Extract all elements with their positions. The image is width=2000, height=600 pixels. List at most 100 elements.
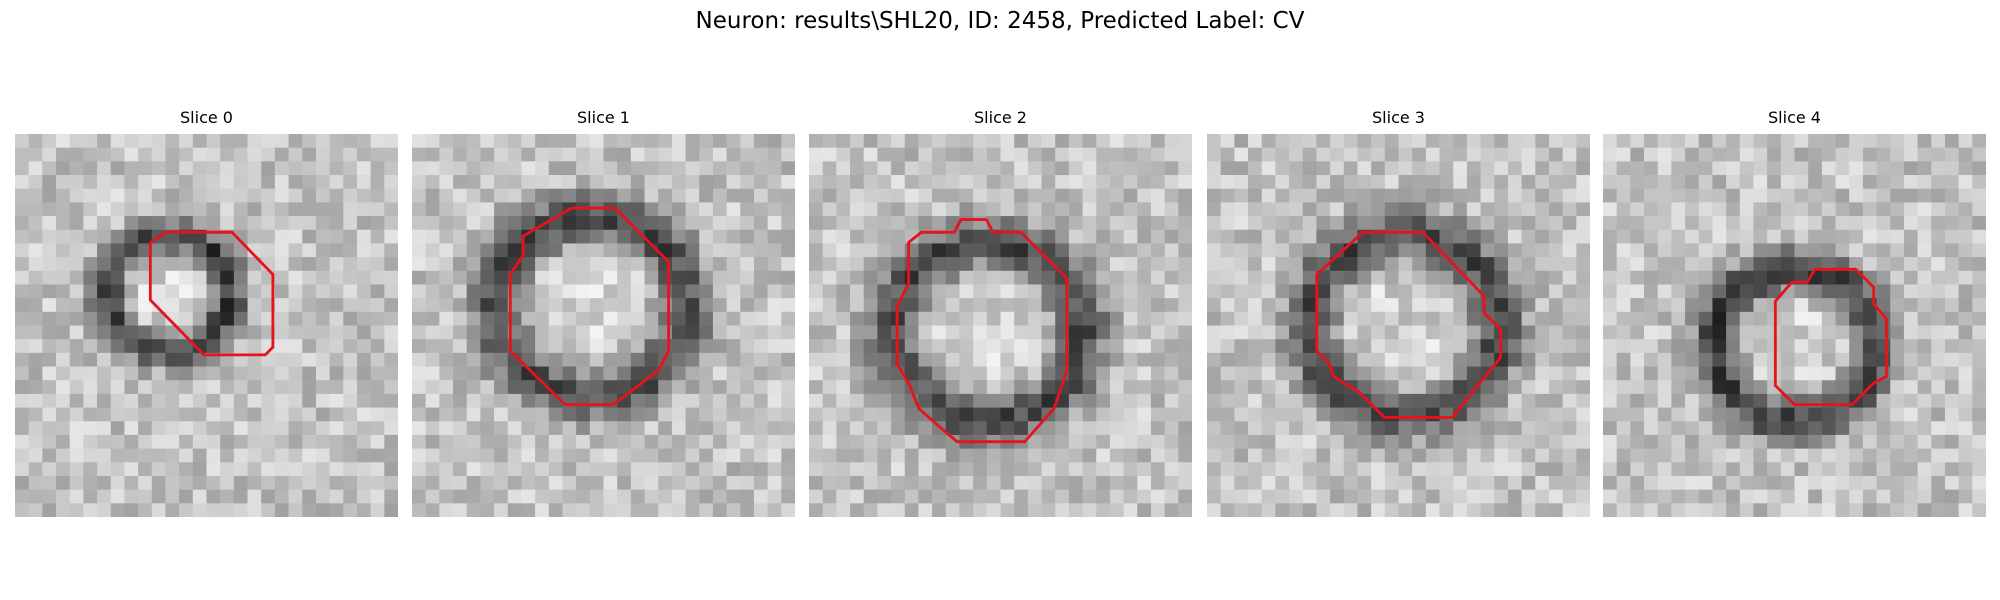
pixel: [781, 339, 795, 354]
pixel: [1000, 147, 1015, 162]
pixel: [1248, 393, 1263, 408]
pixel: [1178, 147, 1192, 162]
pixel: [1603, 147, 1618, 162]
pixel: [1164, 393, 1179, 408]
pixel: [576, 270, 591, 285]
pixel: [1289, 448, 1304, 463]
pixel: [1931, 243, 1946, 258]
pixel: [247, 298, 262, 313]
pixel: [1439, 202, 1454, 217]
pixel: [1082, 257, 1097, 272]
pixel: [809, 393, 824, 408]
pixel: [1109, 229, 1124, 244]
pixel: [535, 475, 550, 491]
pixel: [1123, 311, 1138, 326]
pixel: [179, 366, 194, 381]
pixel: [877, 229, 892, 244]
pixel: [1220, 175, 1235, 190]
pixel: [302, 421, 317, 436]
pixel: [28, 243, 43, 258]
pixel: [1535, 489, 1550, 504]
pixel: [904, 284, 919, 299]
pixel: [1630, 366, 1645, 381]
pixel: [836, 352, 851, 367]
pixel: [1835, 352, 1850, 367]
pixel: [767, 421, 782, 436]
pixel: [726, 270, 741, 285]
pixel: [1849, 161, 1864, 176]
pixel: [589, 434, 604, 449]
pixel: [494, 202, 509, 217]
pixel: [658, 134, 673, 149]
pixel: [192, 243, 207, 258]
pixel: [1412, 243, 1427, 258]
pixel: [1330, 284, 1345, 299]
pixel: [1726, 216, 1741, 231]
pixel: [1041, 475, 1056, 491]
pixel: [165, 311, 180, 326]
pixel: [712, 298, 727, 313]
pixel: [603, 434, 618, 449]
pixel: [1507, 489, 1522, 504]
pixel: [809, 270, 824, 285]
pixel: [1603, 421, 1618, 436]
pixel: [1849, 366, 1864, 381]
pixel: [56, 421, 71, 436]
pixel: [315, 325, 330, 340]
pixel: [261, 407, 276, 422]
pixel: [1014, 175, 1029, 190]
pixel: [781, 243, 795, 258]
pixel: [973, 257, 988, 272]
pixel: [1220, 188, 1235, 203]
pixel: [1289, 147, 1304, 162]
pixel: [562, 407, 577, 422]
pixel: [1384, 298, 1399, 313]
pixel: [1123, 243, 1138, 258]
pixel: [466, 366, 481, 381]
pixel: [1412, 475, 1427, 491]
pixel: [1903, 462, 1918, 477]
pixel: [1562, 243, 1577, 258]
pixel: [1316, 339, 1331, 354]
pixel: [1903, 175, 1918, 190]
pixel: [1164, 147, 1179, 162]
pixel: [165, 366, 180, 381]
pixel: [356, 407, 372, 422]
pixel: [1123, 202, 1138, 217]
pixel: [1931, 325, 1946, 340]
pixel: [576, 175, 591, 190]
pixel: [1780, 393, 1795, 408]
pixel: [1657, 325, 1672, 340]
pixel: [603, 161, 618, 176]
pixel: [767, 161, 782, 176]
pixel: [1903, 475, 1918, 491]
pixel: [69, 407, 84, 422]
pixel: [1685, 434, 1700, 449]
pixel: [480, 407, 495, 422]
pixel: [712, 380, 727, 395]
pixel: [945, 243, 960, 258]
pixel: [850, 284, 865, 299]
pixel: [589, 380, 604, 395]
pixel: [110, 216, 125, 231]
pixel: [1123, 229, 1138, 244]
pixel: [1862, 339, 1877, 354]
pixel: [1890, 475, 1905, 491]
pixel: [1068, 434, 1083, 449]
pixel: [356, 134, 372, 149]
figure-title: Neuron: results\SHL20, ID: 2458, Predict…: [695, 8, 1305, 34]
pixel: [233, 462, 248, 477]
pixel: [302, 339, 317, 354]
pixel: [658, 339, 673, 354]
pixel: [1903, 489, 1918, 504]
pixel: [1808, 229, 1823, 244]
pixel: [1890, 339, 1905, 354]
pixel: [1082, 380, 1097, 395]
pixel: [1739, 216, 1754, 231]
pixel: [1123, 421, 1138, 436]
pixel: [315, 257, 330, 272]
pixel: [288, 202, 303, 217]
pixel: [124, 448, 139, 463]
pixel: [261, 462, 276, 477]
pixel: [1712, 489, 1727, 504]
